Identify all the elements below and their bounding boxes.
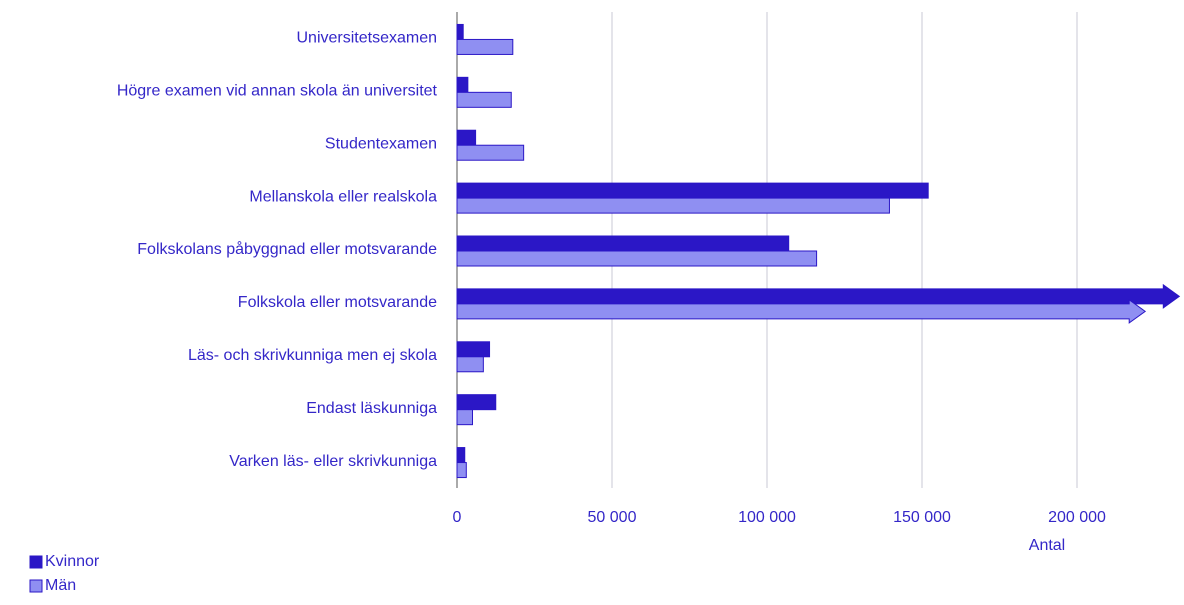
- bar: [456, 447, 466, 464]
- y-tick-label: Universitetsexamen: [297, 30, 438, 47]
- y-tick-label: Folkskolans påbyggnad eller motsvarande: [137, 240, 437, 258]
- y-tick-label: Läs- och skrivkunniga men ej skola: [188, 347, 437, 364]
- y-tick-label: Mellanskola eller realskola: [249, 188, 437, 205]
- bar: [456, 129, 477, 146]
- y-tick-label: Folkskola eller motsvarande: [238, 294, 437, 311]
- legend-swatch: [29, 579, 43, 593]
- bar: [456, 394, 497, 411]
- y-tick-label: Studentexamen: [325, 135, 437, 152]
- bar: [456, 298, 1147, 324]
- bar: [456, 23, 464, 40]
- x-tick-label: 150 000: [893, 509, 951, 526]
- bar: [456, 409, 473, 426]
- x-tick-label: 200 000: [1048, 509, 1106, 526]
- bar: [456, 356, 484, 373]
- bar: [456, 250, 818, 267]
- legend-label: Män: [45, 577, 76, 594]
- y-tick-label: Varken läs- eller skrivkunniga: [229, 453, 437, 470]
- legend-swatch: [29, 555, 43, 569]
- bar: [456, 182, 929, 199]
- x-tick-label: 100 000: [738, 509, 796, 526]
- x-tick-label: 0: [453, 509, 462, 526]
- x-tick-label: 50 000: [588, 509, 637, 526]
- bar: [456, 235, 790, 252]
- x-axis-label: Antal: [1029, 537, 1065, 554]
- bar: [456, 197, 890, 214]
- legend-label: Kvinnor: [45, 553, 100, 570]
- bar: [456, 38, 514, 55]
- bar: [456, 462, 467, 479]
- bar: [456, 144, 525, 161]
- bar: [456, 91, 512, 108]
- bar: [456, 341, 491, 358]
- y-tick-label: Endast läskunniga: [306, 400, 437, 417]
- bar: [456, 76, 469, 93]
- y-tick-label: Högre examen vid annan skola än universi…: [117, 83, 438, 100]
